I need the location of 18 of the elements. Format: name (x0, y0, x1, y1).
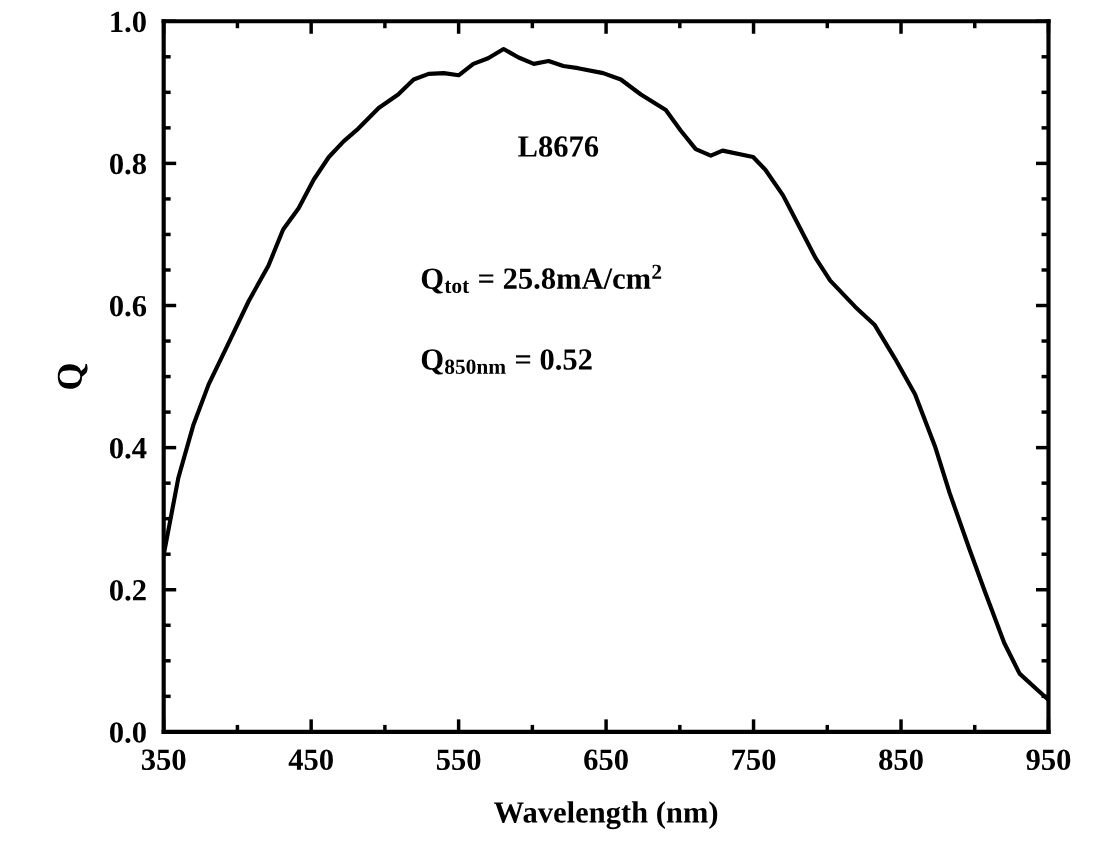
y-tick-label: 0.4 (109, 437, 147, 459)
annotation: L8676 (518, 136, 599, 157)
x-tick-label: 450 (288, 749, 333, 771)
x-tick-label: 550 (436, 749, 481, 771)
x-tick-label: 950 (1026, 749, 1071, 771)
y-axis-title: Q (57, 364, 88, 389)
x-axis-title: Wavelength (nm) (494, 801, 718, 830)
y-tick-label: 0.6 (109, 295, 147, 317)
annotation: Q$_{850nm}$ = 0.52 (421, 349, 592, 375)
y-tick-label: 1.0 (111, 11, 146, 33)
x-tick-label: 850 (879, 749, 923, 771)
x-tick-label: 750 (732, 749, 776, 771)
annotation: Q$_{tot}$ = 25.8mA/cm$^{2}$ (421, 264, 662, 294)
y-tick-label: 0.0 (109, 722, 146, 743)
x-tick-label: 350 (141, 749, 186, 771)
x-tick-label: 650 (584, 749, 628, 771)
y-tick-label: 0.2 (109, 580, 146, 601)
y-tick-label: 0.8 (109, 153, 147, 175)
